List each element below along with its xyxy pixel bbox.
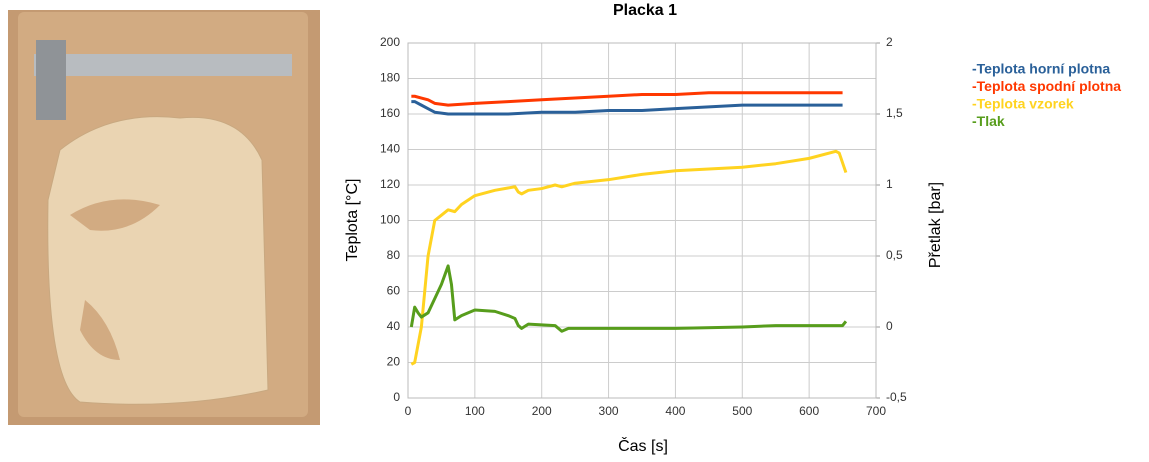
series-line <box>411 93 842 105</box>
y-tick-label: 160 <box>380 106 400 120</box>
x-tick-label: 200 <box>532 404 552 418</box>
y-tick-label: 80 <box>387 248 401 262</box>
chart-title: Placka 1 <box>613 2 677 19</box>
x-tick-label: 0 <box>405 404 412 418</box>
x-tick-label: 400 <box>665 404 685 418</box>
x-tick-label: 600 <box>799 404 819 418</box>
legend-entry: -Teplota horní plotna <box>972 61 1110 77</box>
y-axis-label: Teplota [°C] <box>344 179 361 262</box>
y2-tick-label: -0,5 <box>886 390 907 404</box>
y2-axis-label: Přetlak [bar] <box>927 182 944 268</box>
y-tick-label: 200 <box>380 35 400 49</box>
x-tick-label: 700 <box>866 404 886 418</box>
series-line <box>411 151 846 364</box>
y-tick-label: 40 <box>387 319 401 333</box>
y-tick-label: 60 <box>387 284 401 298</box>
legend-entry: -Tlak <box>972 113 1005 129</box>
x-tick-label: 300 <box>599 404 619 418</box>
legend-entry: -Teplota spodní plotna <box>972 78 1121 94</box>
photo <box>8 10 320 425</box>
legend-entry: -Teplota vzorek <box>972 96 1074 112</box>
y-tick-label: 20 <box>387 355 401 369</box>
x-tick-label: 100 <box>465 404 485 418</box>
y-tick-label: 180 <box>380 71 400 85</box>
y2-tick-label: 0,5 <box>886 248 903 262</box>
y-tick-label: 0 <box>393 390 400 404</box>
y2-tick-label: 2 <box>886 35 893 49</box>
y2-tick-label: 1,5 <box>886 106 903 120</box>
y2-tick-label: 1 <box>886 177 893 191</box>
x-tick-label: 500 <box>732 404 752 418</box>
y2-tick-label: 0 <box>886 319 893 333</box>
page: Placka 1 Čas [s] Teplota [°C] Přetlak [b… <box>0 0 1149 457</box>
series-line <box>411 266 846 331</box>
y-tick-label: 100 <box>380 213 400 227</box>
y-tick-label: 140 <box>380 142 400 156</box>
x-axis-label: Čas [s] <box>618 436 668 455</box>
y-tick-label: 120 <box>380 177 400 191</box>
